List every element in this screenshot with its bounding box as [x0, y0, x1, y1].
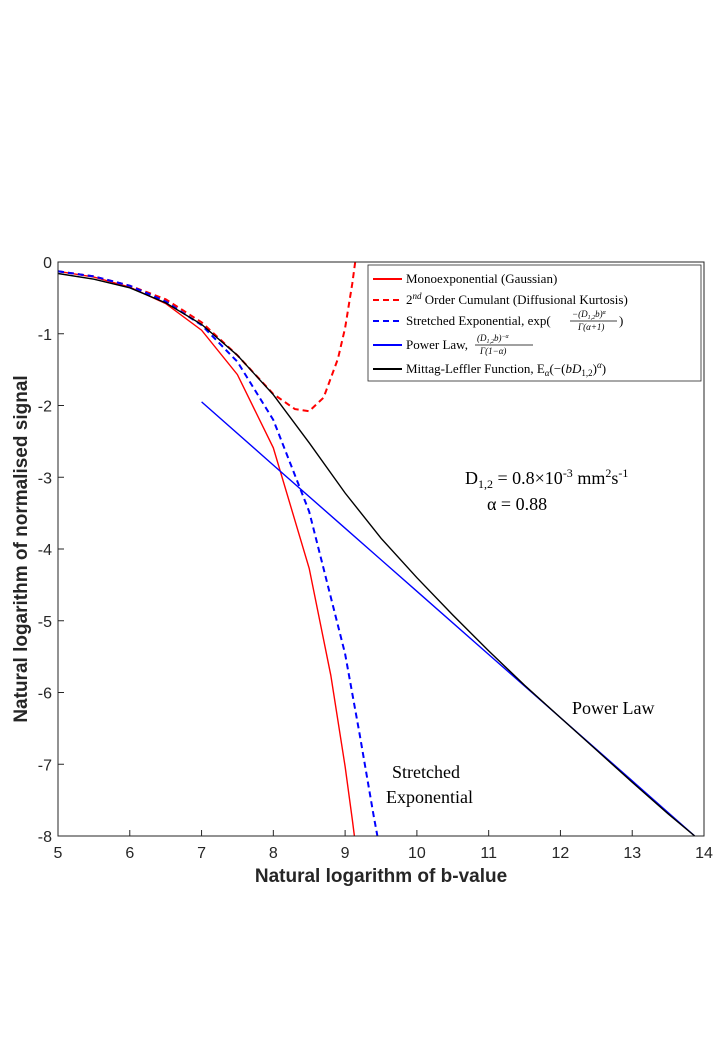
legend-box: [367, 264, 702, 382]
legend-label-kurtosis: 2nd Order Cumulant (Diffusional Kurtosis…: [406, 291, 628, 307]
legend-label-stretched: Stretched Exponential, exp(: [406, 313, 551, 328]
svg-text:(D1,2b)−α: (D1,2b)−α: [477, 333, 510, 345]
axis-ticks: 5 6 7 8 9 10 11 12 13 14 0 -1 -2 -3 -4 -5 -6 -7 -8: [38, 255, 713, 862]
series-line-4: [57, 272, 696, 837]
annotation-diffusion-coefficient: D1,2 = 0.8×10-3 mm2s-1: [465, 466, 628, 491]
plot-lines: [57, 261, 696, 837]
y-tick-label: -8: [38, 829, 52, 846]
x-axis-title: Natural logarithm of b-value: [255, 866, 507, 887]
y-axis-title: Natural logarithm of normalised signal: [11, 375, 32, 722]
y-tick-label: -6: [38, 686, 52, 703]
x-tick-label: 14: [695, 845, 713, 862]
y-tick-label: 0: [43, 255, 52, 272]
legend-label-power-law: Power Law,: [406, 337, 468, 352]
svg-text:Γ(1−α): Γ(1−α): [479, 346, 506, 356]
series-line-0: [57, 270, 356, 837]
x-tick-label: 12: [552, 845, 570, 862]
y-tick-label: -5: [38, 614, 52, 631]
legend-formula-power-law: (D1,2b)−α Γ(1−α): [475, 333, 533, 356]
x-tick-label: 8: [269, 845, 278, 862]
y-tick-label: -2: [38, 399, 52, 416]
y-tick-label: -4: [38, 542, 52, 559]
annotation-stretched-line2: Exponential: [386, 787, 473, 807]
legend-label-monoexponential: Monoexponential (Gaussian): [406, 271, 557, 286]
x-tick-label: 13: [623, 845, 641, 862]
legend-label-mittag-leffler: Mittag-Leffler Function, Eα(−(bD1,2)α): [406, 360, 606, 378]
legend: Monoexponential (Gaussian) 2nd Order Cum…: [367, 264, 702, 382]
y-tick-label: -3: [38, 470, 52, 487]
legend-label-stretched-close: ): [619, 313, 623, 328]
annotation-power-law: Power Law: [572, 698, 654, 718]
series-line-3: [201, 401, 696, 837]
svg-text:Γ(α+1): Γ(α+1): [577, 322, 604, 332]
x-tick-label: 10: [408, 845, 426, 862]
svg-text:−(D1,2b)α: −(D1,2b)α: [572, 309, 607, 321]
legend-formula-stretched: −(D1,2b)α Γ(α+1): [570, 309, 617, 332]
x-tick-label: 6: [125, 845, 134, 862]
annotation-stretched-line1: Stretched: [392, 762, 460, 782]
y-tick-label: -1: [38, 327, 52, 344]
y-tick-label: -7: [38, 757, 52, 774]
annotation-alpha: α = 0.88: [487, 494, 547, 514]
x-tick-label: 9: [341, 845, 350, 862]
series-line-2: [57, 270, 379, 837]
x-tick-label: 11: [480, 845, 497, 862]
series-line-1: [57, 261, 357, 413]
x-tick-label: 5: [54, 845, 63, 862]
x-tick-label: 7: [197, 845, 206, 862]
